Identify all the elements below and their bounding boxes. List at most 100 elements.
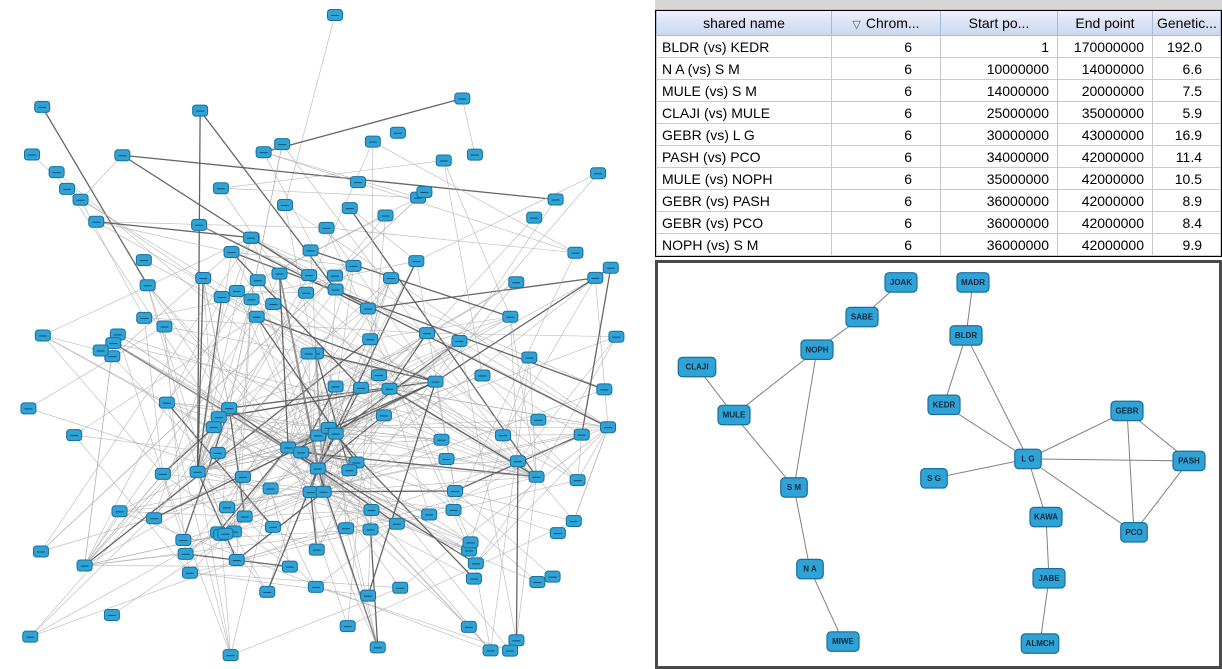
node[interactable]: [223, 246, 240, 259]
node[interactable]: [474, 369, 491, 382]
node[interactable]: [236, 510, 253, 523]
node[interactable]: [209, 446, 226, 459]
table-row[interactable]: NOPH (vs) S M 6 36000000 42000000 9.9: [656, 233, 1221, 256]
node[interactable]: [111, 505, 128, 518]
cell[interactable]: GEBR (vs) L G: [656, 123, 832, 146]
cell[interactable]: 170000000: [1057, 35, 1153, 58]
node[interactable]: [315, 485, 332, 498]
node[interactable]: [327, 380, 344, 393]
node-kedr[interactable]: KEDR: [927, 394, 961, 416]
cell[interactable]: 7.5: [1152, 79, 1221, 102]
node[interactable]: [362, 333, 379, 346]
table-row[interactable]: BLDR (vs) KEDR 6 1 170000000 192.0: [656, 35, 1221, 58]
node[interactable]: [427, 375, 444, 388]
node[interactable]: [467, 557, 484, 570]
node[interactable]: [228, 284, 245, 297]
cell[interactable]: 6: [831, 233, 941, 256]
node[interactable]: [573, 428, 590, 441]
panel-scrollbar[interactable]: [655, 0, 1222, 10]
node[interactable]: [326, 269, 343, 282]
node[interactable]: [293, 446, 310, 459]
node-claji[interactable]: CLAJI: [677, 356, 717, 378]
node[interactable]: [262, 482, 279, 495]
table-row[interactable]: MULE (vs) NOPH 6 35000000 42000000 10.5: [656, 167, 1221, 190]
table-row[interactable]: N A (vs) S M 6 10000000 14000000 6.6: [656, 57, 1221, 80]
cell[interactable]: 6.6: [1152, 57, 1221, 80]
node[interactable]: [222, 649, 239, 662]
node-pco[interactable]: PCO: [1120, 522, 1148, 543]
node[interactable]: [136, 311, 153, 324]
cell[interactable]: 36000000: [940, 211, 1058, 234]
node[interactable]: [23, 148, 40, 161]
cell[interactable]: 8.4: [1152, 211, 1221, 234]
cell[interactable]: 6: [831, 211, 941, 234]
cell[interactable]: 8.9: [1152, 189, 1221, 212]
node[interactable]: [451, 334, 468, 347]
node[interactable]: [370, 369, 387, 382]
node[interactable]: [103, 609, 120, 622]
node[interactable]: [502, 310, 519, 323]
node-kawa[interactable]: KAWA: [1029, 506, 1063, 528]
cell[interactable]: 6: [831, 189, 941, 212]
column-header-end-point[interactable]: End point: [1057, 11, 1153, 36]
cell[interactable]: 10000000: [940, 57, 1058, 80]
node[interactable]: [565, 515, 582, 528]
node[interactable]: [435, 154, 452, 167]
node[interactable]: [48, 166, 65, 179]
node[interactable]: [327, 9, 343, 21]
node[interactable]: [521, 351, 538, 364]
node[interactable]: [600, 421, 617, 434]
node[interactable]: [529, 575, 546, 588]
cell[interactable]: 36000000: [940, 233, 1058, 256]
edge-gebr-pco[interactable]: [1126, 410, 1135, 533]
node[interactable]: [301, 269, 318, 282]
cell[interactable]: 42000000: [1057, 189, 1153, 212]
cell[interactable]: 9.9: [1152, 233, 1221, 256]
node[interactable]: [20, 402, 37, 415]
node[interactable]: [528, 470, 545, 483]
node[interactable]: [345, 259, 362, 272]
node[interactable]: [219, 501, 236, 514]
node[interactable]: [530, 413, 547, 426]
node[interactable]: [298, 286, 315, 299]
node[interactable]: [221, 402, 238, 415]
edge-s-m-n-a[interactable]: [793, 487, 811, 570]
node[interactable]: [243, 231, 260, 244]
node[interactable]: [495, 429, 512, 442]
sub-network-canvas[interactable]: JOAK MADR SABE BLDR NOPH CLAJI KEDR GEBR MULE L G…: [658, 263, 1219, 666]
node[interactable]: [146, 512, 163, 525]
table-row[interactable]: GEBR (vs) PCO 6 36000000 42000000 8.4: [656, 211, 1221, 234]
node[interactable]: [205, 421, 222, 434]
cell[interactable]: CLAJI (vs) MULE: [656, 101, 832, 124]
node[interactable]: [255, 146, 272, 159]
node[interactable]: [602, 261, 619, 274]
cell[interactable]: 35000000: [1057, 101, 1153, 124]
node[interactable]: [264, 520, 281, 533]
node[interactable]: [569, 474, 586, 487]
cell[interactable]: 25000000: [940, 101, 1058, 124]
node[interactable]: [388, 517, 405, 530]
edge-l-g-gebr[interactable]: [1027, 410, 1128, 460]
cell[interactable]: 6: [831, 145, 941, 168]
node[interactable]: [300, 347, 317, 360]
node[interactable]: [433, 433, 450, 446]
cell[interactable]: 11.4: [1152, 145, 1221, 168]
node[interactable]: [34, 100, 51, 113]
node[interactable]: [418, 327, 435, 340]
edge-bldr-kedr[interactable]: [943, 335, 967, 405]
cell[interactable]: 5.9: [1152, 101, 1221, 124]
node[interactable]: [526, 211, 543, 224]
node[interactable]: [445, 503, 462, 516]
edge-l-g-pash[interactable]: [1027, 458, 1190, 462]
cell[interactable]: 14000000: [1057, 57, 1153, 80]
node[interactable]: [360, 589, 377, 602]
node[interactable]: [72, 193, 89, 206]
node[interactable]: [454, 92, 471, 105]
node[interactable]: [92, 344, 109, 357]
node[interactable]: [508, 276, 525, 289]
cell[interactable]: MULE (vs) NOPH: [656, 167, 832, 190]
node[interactable]: [265, 297, 282, 310]
node[interactable]: [248, 310, 265, 323]
node[interactable]: [217, 527, 234, 540]
node[interactable]: [277, 199, 293, 211]
